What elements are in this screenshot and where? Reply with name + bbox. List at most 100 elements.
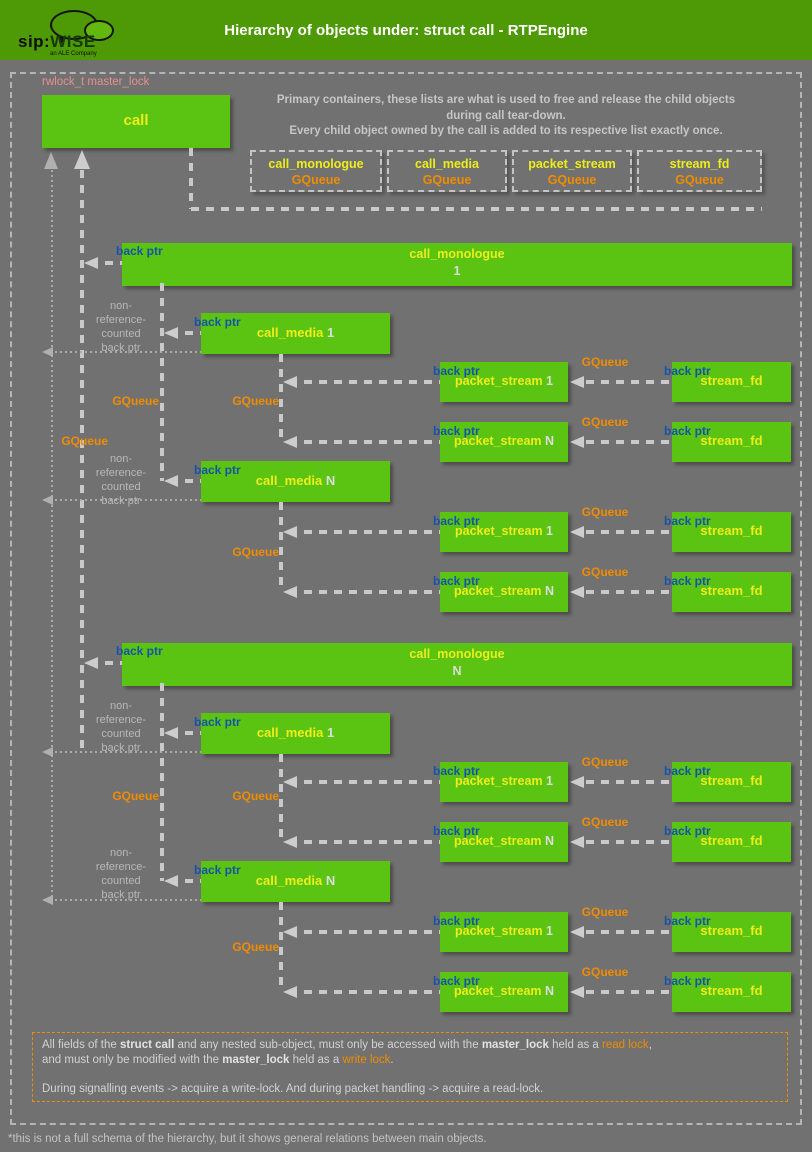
- arrow-left-icon: [570, 926, 584, 938]
- gqueue-line: [586, 440, 672, 444]
- intro-text: Primary containers, these lists are what…: [130, 93, 812, 140]
- gqueue-label: GQueue: [581, 755, 629, 769]
- arrow-up-icon: [74, 150, 90, 169]
- arrow-left-icon: [283, 586, 297, 598]
- back-ptr-label: back ptr: [433, 514, 480, 528]
- back-ptr-label: back ptr: [664, 764, 711, 778]
- call-monologue-box: call_monologue N: [122, 643, 792, 686]
- back-ptr-label: back ptr: [664, 974, 711, 988]
- logo-tagline: an ALE Company: [50, 51, 97, 57]
- stream-fd-box: stream_fd: [672, 422, 791, 462]
- arrow-left-icon: [164, 327, 178, 339]
- non-ref-back-ptr-line: [50, 751, 201, 753]
- gqueue-label: GQueue: [581, 905, 629, 919]
- packet-stream-box: packet_stream 1: [440, 912, 568, 952]
- back-ptr-label: back ptr: [664, 364, 711, 378]
- call-box: call: [42, 95, 230, 148]
- arrow-left-icon: [283, 526, 297, 538]
- gqueue-line: [170, 331, 201, 335]
- arrow-left-icon: [164, 475, 178, 487]
- back-ptr-label: back ptr: [194, 715, 241, 729]
- gqueue-label: GQueue: [232, 394, 279, 408]
- stream-fd-box: stream_fd: [672, 972, 791, 1012]
- non-ref-back-ptr-line: [50, 351, 201, 353]
- stream-fd-box: stream_fd: [672, 822, 791, 862]
- non-ref-back-ptr-label: non-reference-counted back ptr: [95, 847, 147, 901]
- gqueue-label: GQueue: [581, 965, 629, 979]
- packet-stream-box: packet_stream 1: [440, 362, 568, 402]
- gqueue-label: GQueue: [581, 505, 629, 519]
- gqueue-line: [189, 148, 193, 209]
- back-ptr-label: back ptr: [664, 914, 711, 928]
- non-ref-back-ptr-line: [50, 899, 201, 901]
- intro-line: Primary containers, these lists are what…: [276, 94, 736, 106]
- arrow-left-icon: [570, 436, 584, 448]
- gqueue-line: [289, 990, 440, 994]
- back-ptr-label: back ptr: [194, 315, 241, 329]
- gqueue-line: [289, 590, 440, 594]
- non-ref-back-ptr-label: non-reference-counted back ptr: [95, 300, 147, 354]
- gqueue-line: [586, 780, 672, 784]
- arrow-left-icon: [570, 836, 584, 848]
- arrow-left-icon: [164, 727, 178, 739]
- gqueue-line: [170, 879, 201, 883]
- arrow-left-icon: [283, 986, 297, 998]
- arrow-left-icon: [42, 495, 53, 505]
- packet-stream-box: packet_stream 1: [440, 762, 568, 802]
- back-ptr-label: back ptr: [664, 424, 711, 438]
- container-box-packet_stream: packet_stream GQueue: [512, 150, 632, 192]
- back-ptr-label: back ptr: [433, 824, 480, 838]
- back-ptr-label: back ptr: [433, 364, 480, 378]
- gqueue-line: [279, 502, 283, 592]
- stream-fd-box: stream_fd: [672, 572, 791, 612]
- gqueue-line: [160, 683, 164, 881]
- footnote: *this is not a full schema of the hierar…: [8, 1133, 487, 1145]
- packet-stream-box: packet_stream N: [440, 822, 568, 862]
- gqueue-line: [289, 930, 440, 934]
- gqueue-line: [279, 754, 283, 842]
- back-ptr-label: back ptr: [664, 514, 711, 528]
- arrow-left-icon: [283, 836, 297, 848]
- back-ptr-label: back ptr: [194, 863, 241, 877]
- note-line: During signalling events -> acquire a wr…: [42, 1082, 544, 1095]
- arrow-left-icon: [42, 895, 53, 905]
- container-box-call_monologue: call_monologue GQueue: [250, 150, 382, 192]
- header-bar: sip:WISE an ALE Company Hierarchy of obj…: [0, 0, 812, 60]
- arrow-left-icon: [570, 376, 584, 388]
- back-ptr-label: back ptr: [664, 574, 711, 588]
- intro-line: during call tear-down.: [446, 109, 566, 122]
- arrow-up-icon: [44, 152, 58, 169]
- stream-fd-box: stream_fd: [672, 362, 791, 402]
- arrow-left-icon: [283, 776, 297, 788]
- speech-bubble-small-icon: [84, 20, 114, 41]
- gqueue-line: [191, 207, 762, 211]
- packet-stream-box: packet_stream N: [440, 422, 568, 462]
- note-line: and must only be modified with the maste…: [42, 1053, 394, 1066]
- call-monologue-box: call_monologue 1: [122, 243, 792, 286]
- gqueue-line: [586, 530, 672, 534]
- arrow-left-icon: [570, 776, 584, 788]
- gqueue-line: [586, 590, 672, 594]
- stream-fd-box: stream_fd: [672, 762, 791, 802]
- container-box-stream_fd: stream_fd GQueue: [637, 150, 762, 192]
- gqueue-line: [279, 902, 283, 992]
- gqueue-label: GQueue: [232, 545, 279, 559]
- stream-fd-box: stream_fd: [672, 912, 791, 952]
- back-ptr-label: back ptr: [433, 424, 480, 438]
- gqueue-label: GQueue: [61, 434, 108, 448]
- arrow-left-icon: [570, 586, 584, 598]
- non-ref-back-ptr-label: non-reference-counted back ptr: [95, 453, 147, 507]
- back-ptr-label: back ptr: [116, 644, 163, 658]
- note-line: [42, 1067, 778, 1082]
- gqueue-line: [170, 731, 201, 735]
- gqueue-line: [170, 479, 201, 483]
- call-media-box: call_media N: [201, 461, 390, 502]
- note-line: All fields of the struct call and any ne…: [42, 1039, 652, 1051]
- locking-note: All fields of the struct call and any ne…: [32, 1032, 788, 1102]
- packet-stream-box: packet_stream N: [440, 972, 568, 1012]
- gqueue-line: [289, 440, 440, 444]
- container-box-call_media: call_media GQueue: [387, 150, 507, 192]
- packet-stream-box: packet_stream N: [440, 572, 568, 612]
- back-ptr-label: back ptr: [433, 914, 480, 928]
